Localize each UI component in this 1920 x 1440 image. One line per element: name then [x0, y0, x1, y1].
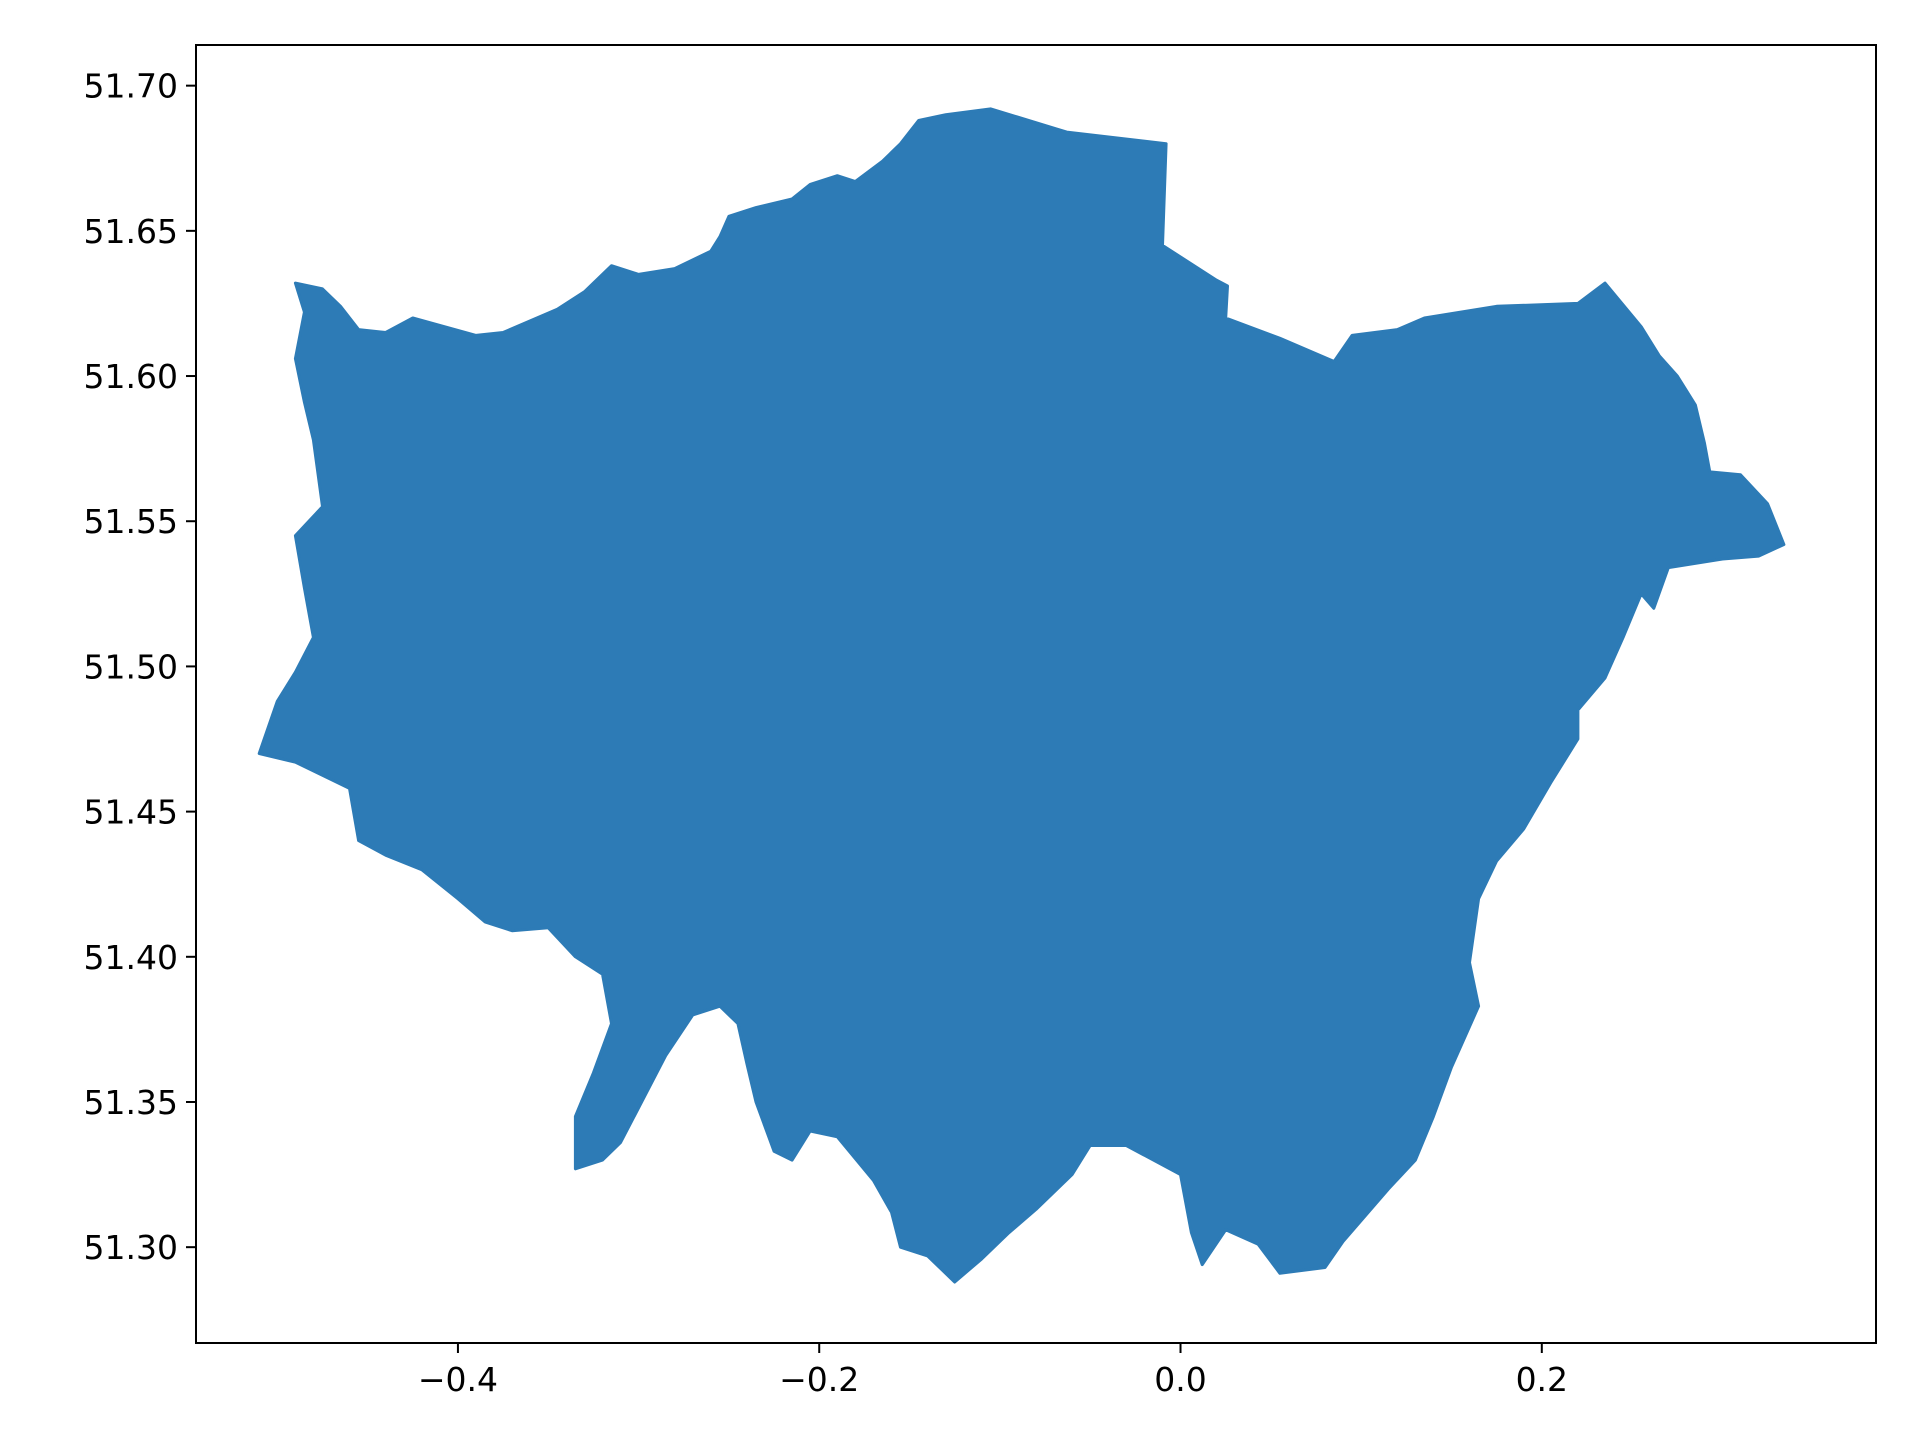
x-tick-label: 0.0: [1154, 1360, 1206, 1399]
plot-area: [257, 107, 1786, 1284]
y-tick-label: 51.65: [84, 212, 178, 251]
region-shape: [257, 107, 1786, 1284]
y-tick-label: 51.60: [84, 357, 178, 396]
x-axis: −0.4 −0.2 0.0 0.2: [418, 1343, 1568, 1399]
y-tick-label: 51.55: [84, 502, 178, 541]
y-axis: 51.30 51.35 51.40 51.45 51.50 51.55 51.60 51.65…: [84, 67, 196, 1267]
axes-frame: [195, 44, 1877, 1344]
y-tick-label: 51.30: [84, 1228, 178, 1267]
y-tick-label: 51.70: [84, 67, 178, 106]
y-tick-label: 51.40: [84, 938, 178, 977]
x-tick-label: 0.2: [1516, 1360, 1568, 1399]
y-tick-label: 51.35: [84, 1083, 178, 1122]
x-tick-label: −0.4: [418, 1360, 498, 1399]
x-tick-label: −0.2: [779, 1360, 859, 1399]
y-tick-label: 51.50: [84, 647, 178, 686]
y-tick-label: 51.45: [84, 793, 178, 832]
